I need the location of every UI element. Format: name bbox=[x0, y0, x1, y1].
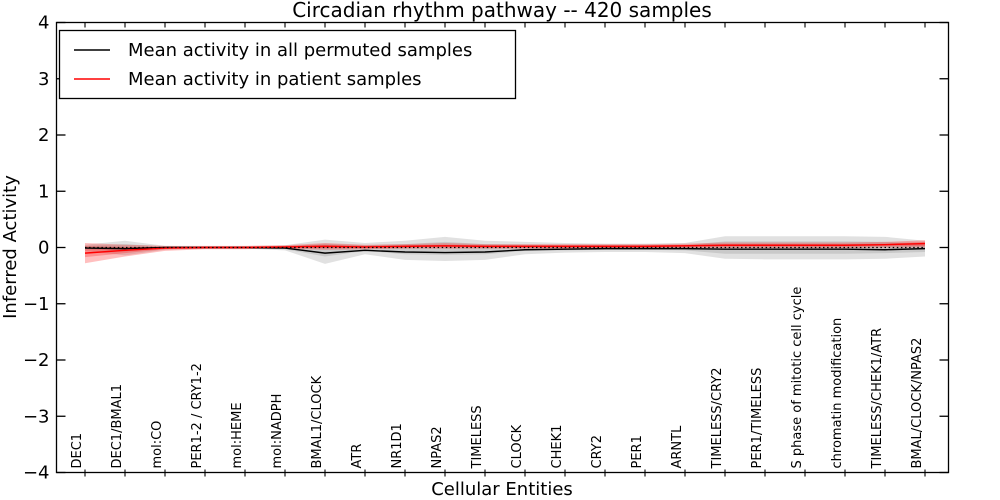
y-tick-label: 0 bbox=[38, 238, 49, 259]
y-tick-label: 3 bbox=[38, 69, 49, 90]
x-category-label: chromatin modification bbox=[830, 318, 845, 469]
x-category-label: mol:NADPH bbox=[270, 394, 285, 469]
y-axis-ticks: −4 −3 −2 −1 0 1 2 3 4 bbox=[23, 13, 949, 484]
legend-box bbox=[58, 29, 517, 100]
x-category-label: PER1/TIMELESS bbox=[750, 368, 765, 469]
confidence-bands bbox=[85, 236, 925, 264]
x-category-label: CHEK1 bbox=[550, 425, 565, 469]
x-category-label: PER1-2 / CRY1-2 bbox=[190, 363, 205, 468]
x-category-label: S phase of mitotic cell cycle bbox=[790, 287, 805, 469]
chart-title: Circadian rhythm pathway -- 420 samples bbox=[292, 0, 712, 22]
x-category-label: DEC1 bbox=[70, 433, 85, 469]
band-permuted-spread-outer bbox=[85, 236, 925, 264]
x-category-label: DEC1/BMAL1 bbox=[110, 384, 125, 469]
x-category-label: mol:HEME bbox=[230, 402, 245, 468]
x-category-label: NR1D1 bbox=[390, 423, 405, 468]
y-axis-label: Inferred Activity bbox=[0, 175, 21, 319]
x-category-label: PER1 bbox=[630, 435, 645, 468]
x-category-label: ATR bbox=[350, 444, 365, 469]
x-category-label: CRY2 bbox=[590, 435, 605, 469]
y-tick-label: −3 bbox=[23, 406, 50, 427]
x-axis-ticks bbox=[84, 22, 926, 477]
x-category-label: TIMELESS bbox=[470, 405, 485, 469]
x-category-label: BMAL1/CLOCK bbox=[310, 375, 325, 468]
y-tick-label: −1 bbox=[23, 294, 50, 315]
x-axis-label: Cellular Entities bbox=[431, 479, 573, 500]
x-category-label: BMAL/CLOCK/NPAS2 bbox=[910, 338, 925, 469]
x-category-label: ARNTL bbox=[670, 425, 685, 469]
x-category-label: mol:CO bbox=[150, 421, 165, 469]
x-category-label: TIMELESS/CHEK1/ATR bbox=[870, 328, 885, 470]
legend: Mean activity in all permuted samples Me… bbox=[58, 29, 517, 100]
x-category-label: TIMELESS/CRY2 bbox=[710, 367, 725, 469]
legend-label-patient: Mean activity in patient samples bbox=[128, 69, 422, 90]
y-tick-label: −2 bbox=[23, 350, 50, 371]
x-category-labels: DEC1 DEC1/BMAL1 mol:CO PER1-2 / CRY1-2 mol:H… bbox=[70, 287, 925, 470]
legend-label-permuted: Mean activity in all permuted samples bbox=[128, 40, 472, 61]
series-lines bbox=[84, 242, 926, 254]
y-tick-label: 4 bbox=[38, 13, 49, 34]
y-tick-label: 2 bbox=[38, 125, 49, 146]
y-tick-label: 1 bbox=[38, 181, 49, 202]
x-category-label: CLOCK bbox=[510, 424, 525, 468]
x-category-label: NPAS2 bbox=[430, 426, 445, 468]
y-tick-label: −4 bbox=[23, 463, 50, 484]
